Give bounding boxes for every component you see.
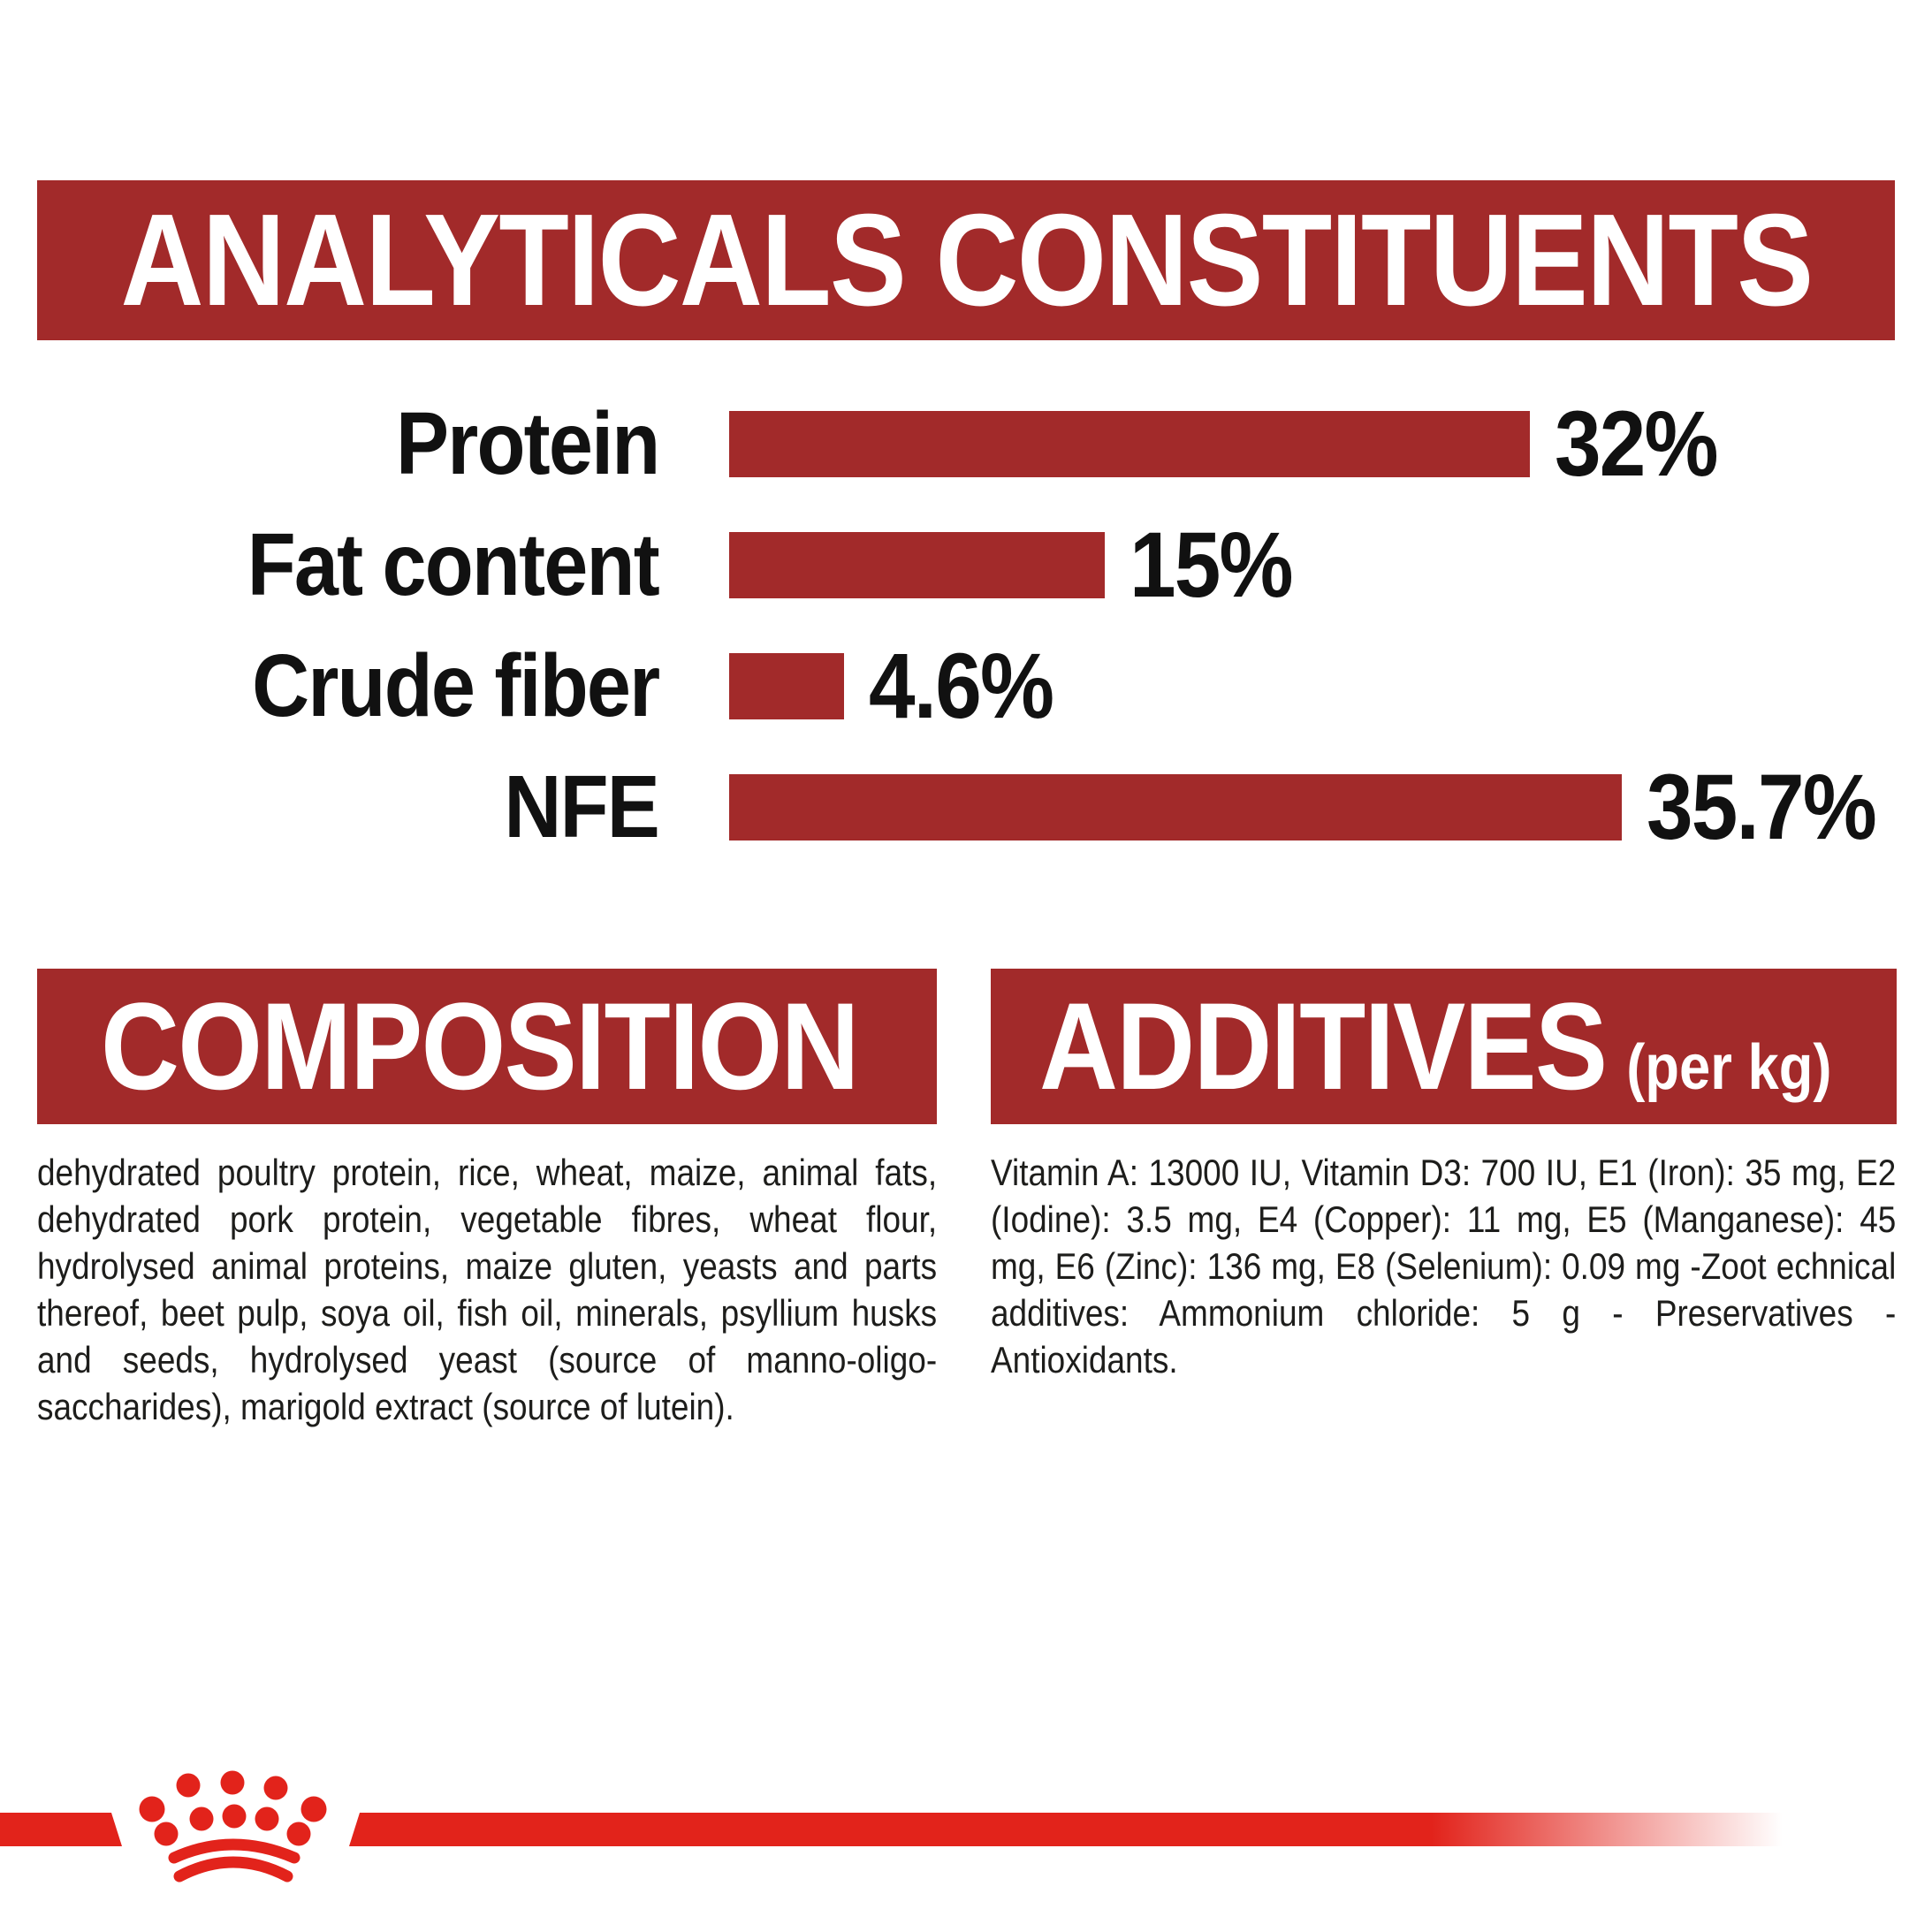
chart-category-label-wrap: NFE	[0, 757, 689, 858]
chart-value-label: 15%	[1130, 513, 1294, 617]
composition-text: dehydrated poultry protein, rice, wheat,…	[37, 1152, 938, 1427]
chart-row: Fat content 15%	[0, 513, 1932, 617]
chart-value-label: 4.6%	[869, 634, 1054, 738]
additives-banner: ADDITIVES (per kg)	[991, 969, 1897, 1124]
chart-bar	[729, 411, 1530, 477]
chart-row: Protein 32%	[0, 392, 1932, 496]
additives-text: Vitamin A: 13000 IU, Vitamin D3: 700 IU,…	[991, 1152, 1897, 1381]
footer-line-left	[0, 1813, 122, 1846]
chart-row: Crude fiber 4.6%	[0, 635, 1932, 738]
chart-category-label: Fat content	[247, 515, 660, 614]
royal-canin-crown-icon	[139, 1770, 327, 1883]
analyticals-banner: ANALYTICALS CONSTITUENTS	[37, 180, 1895, 340]
chart-bar	[729, 774, 1622, 840]
chart-category-label: NFE	[504, 757, 659, 856]
chart-category-label-wrap: Crude fiber	[0, 635, 689, 737]
additives-per-kg-label: (per kg)	[1626, 1032, 1832, 1103]
chart-category-label-wrap: Protein	[0, 393, 689, 495]
additives-paragraph: Vitamin A: 13000 IU, Vitamin D3: 700 IU,…	[991, 1149, 1932, 1383]
chart-value-label: 32%	[1555, 392, 1719, 496]
chart-bar	[729, 532, 1105, 598]
footer-line-right	[349, 1813, 1812, 1846]
chart-category-label: Protein	[395, 394, 660, 493]
chart-bar	[729, 653, 844, 719]
composition-title: COMPOSITION	[101, 977, 860, 1115]
additives-title: ADDITIVES	[1039, 977, 1608, 1115]
chart-category-label: Crude fiber	[251, 636, 660, 735]
chart-row: NFE 35.7%	[0, 756, 1932, 859]
composition-banner: COMPOSITION	[37, 969, 937, 1124]
composition-paragraph: dehydrated poultry protein, rice, wheat,…	[37, 1149, 1060, 1430]
chart-value-label: 35.7%	[1647, 755, 1877, 859]
analyticals-title: ANALYTICALS CONSTITUENTS	[120, 186, 1814, 333]
chart-category-label-wrap: Fat content	[0, 514, 689, 616]
